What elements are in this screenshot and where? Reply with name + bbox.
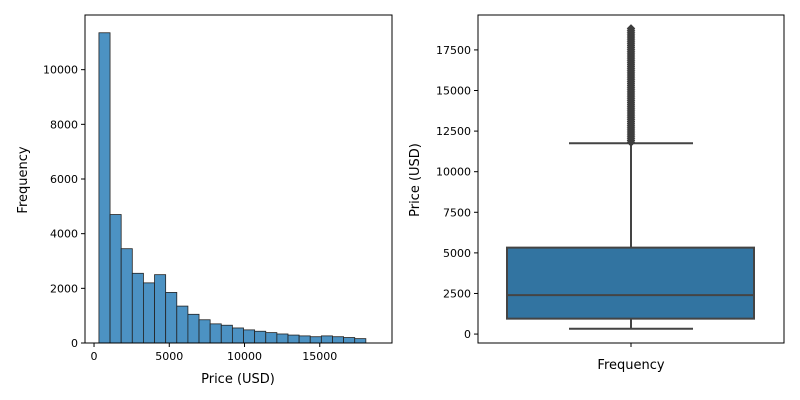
histogram-bar — [154, 274, 167, 344]
histogram-bar — [98, 32, 111, 344]
boxplot-outlier-point — [626, 24, 636, 33]
histogram-bar — [231, 327, 244, 344]
boxplot-y-ticks: 0 2500 5000 7500 10000 12500 15000 17500 — [436, 44, 478, 341]
histogram-chart: 0 5000 10000 15000 0 2000 4000 6000 8000 10000 P… — [16, 14, 393, 387]
histogram-y-tick-label: 10000 — [43, 64, 78, 77]
histogram-x-tick-label: 15000 — [302, 350, 337, 363]
histogram-x-tick-label: 0 — [91, 350, 98, 363]
boxplot-y-tick-label: 2500 — [443, 287, 471, 300]
histogram-y-ticks: 0 2000 4000 6000 8000 10000 — [43, 64, 85, 350]
histogram-bar — [143, 282, 155, 344]
boxplot-y-tick-label: 7500 — [443, 206, 471, 219]
histogram-bar — [176, 305, 189, 344]
histogram-bar — [198, 319, 211, 344]
histogram-bar — [120, 248, 133, 344]
boxplot-body — [506, 24, 755, 330]
histogram-bar — [309, 336, 322, 344]
histogram-x-tick-label: 10000 — [227, 350, 262, 363]
histogram-bar — [254, 330, 267, 344]
boxplot-chart: 0 2500 5000 7500 10000 12500 15000 17500 Freque… — [408, 14, 785, 373]
histogram-bar — [320, 335, 333, 344]
histogram-bar — [332, 336, 345, 344]
histogram-bar — [109, 214, 122, 344]
boxplot-outliers — [626, 24, 636, 147]
histogram-y-tick-label: 0 — [71, 337, 78, 350]
boxplot-y-tick-label: 17500 — [436, 44, 471, 57]
boxplot-y-tick-label: 10000 — [436, 166, 471, 179]
histogram-bar — [298, 335, 311, 344]
histogram-y-tick-label: 6000 — [50, 173, 78, 186]
histogram-y-tick-label: 2000 — [50, 282, 78, 295]
histogram-y-tick-label: 4000 — [50, 228, 78, 241]
boxplot-box — [506, 246, 755, 320]
histogram-bar — [287, 334, 300, 344]
histogram-x-tick-label: 5000 — [155, 350, 183, 363]
histogram-bar — [131, 272, 144, 344]
histogram-bar — [220, 324, 233, 344]
histogram-y-axis-label: Frequency — [16, 146, 31, 213]
histogram-bar — [243, 329, 256, 344]
boxplot-y-tick-label: 5000 — [443, 247, 471, 260]
boxplot-y-tick-label: 15000 — [436, 85, 471, 98]
histogram-bar — [354, 338, 367, 344]
boxplot-y-axis-label: Price (USD) — [408, 143, 423, 217]
histogram-x-axis-label: Price (USD) — [201, 372, 275, 387]
histogram-y-tick-label: 8000 — [50, 118, 78, 131]
histogram-bar — [209, 323, 222, 344]
histogram-bar — [165, 292, 178, 344]
boxplot-y-tick-label: 0 — [464, 328, 471, 341]
histogram-bar — [343, 337, 356, 344]
histogram-x-ticks: 0 5000 10000 15000 — [91, 343, 337, 363]
boxplot-x-axis-label: Frequency — [597, 358, 664, 373]
histogram-bar — [265, 332, 278, 344]
histogram-bar — [187, 313, 200, 344]
histogram-bar — [276, 333, 289, 344]
boxplot-y-tick-label: 12500 — [436, 125, 471, 138]
